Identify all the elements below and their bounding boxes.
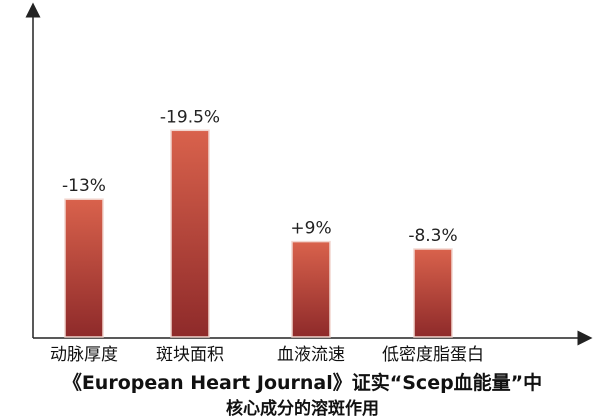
data-label-2: -19.5% — [160, 107, 220, 127]
category-label-1: 动脉厚度 — [50, 345, 118, 365]
category-label-4: 低密度脂蛋白 — [382, 345, 484, 365]
data-label-1: -13% — [62, 176, 106, 196]
category-label-2: 斑块面积 — [156, 345, 224, 365]
category-label-3: 血液流速 — [277, 345, 345, 365]
bar-chart: -13% 动脉厚度 -19.5% 斑块面积 +9% 血液流速 -8.3% 低密度脂蛋白 — [25, 2, 593, 365]
bar-3 — [291, 240, 331, 338]
bar-2 — [170, 129, 210, 338]
bar-4 — [413, 248, 453, 338]
caption-line-2: 核心成分的溶斑作用 — [226, 399, 379, 419]
caption-line-1: 《European Heart Journal》证实“Scep血能量”中 — [62, 372, 543, 394]
bar-1 — [64, 198, 104, 338]
data-label-4: -8.3% — [408, 226, 457, 246]
data-label-3: +9% — [290, 219, 331, 239]
